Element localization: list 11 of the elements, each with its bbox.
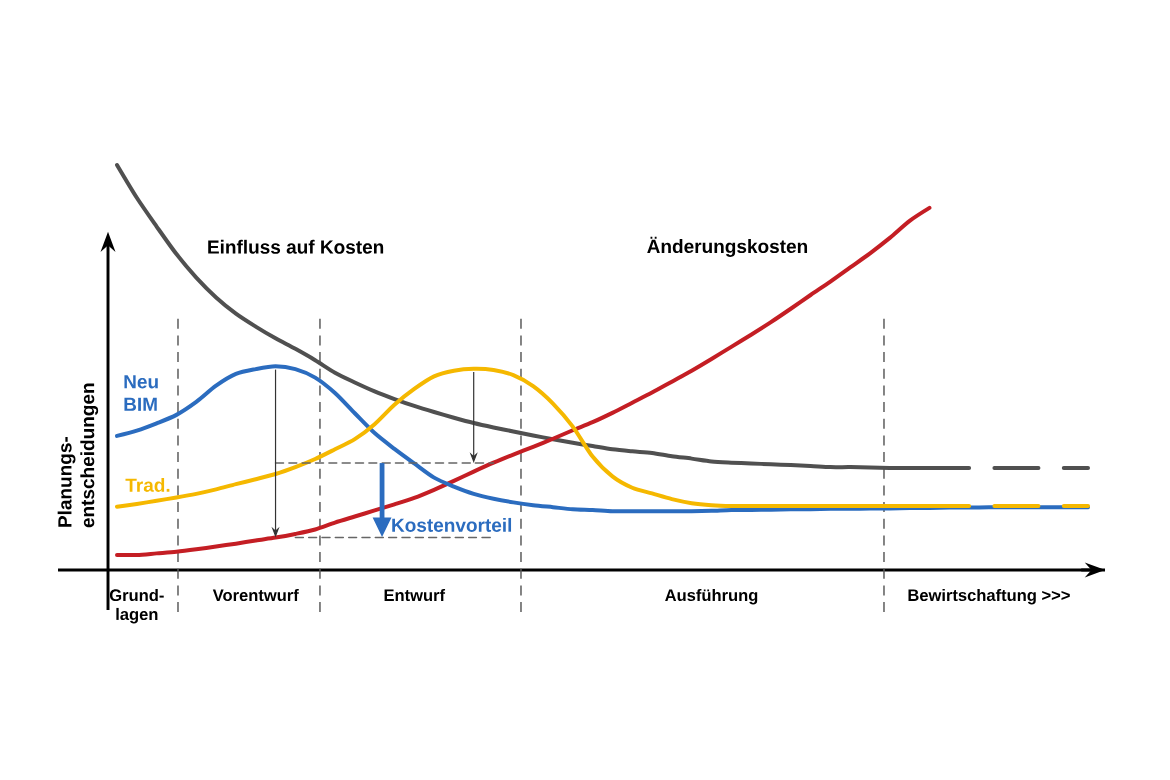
y-axis-title: Planungs-entscheidungen (57, 383, 99, 528)
series-label: Einfluss auf Kosten (208, 239, 384, 254)
series-label: Trad. (125, 477, 170, 492)
annotation: Kostenvorteil (392, 517, 512, 532)
series-label: Änderungskosten (647, 236, 808, 257)
x-tick-label: Ausführung (665, 588, 758, 605)
x-tick-label: Vorentwurf (212, 588, 299, 602)
x-tick-label: Grund-lagen (109, 588, 164, 624)
x-tick-label: Entwurf (384, 588, 446, 602)
x-tick-label: Bewirtschaftung >>> (908, 588, 1070, 605)
series-label: Neu BIM (124, 375, 158, 411)
